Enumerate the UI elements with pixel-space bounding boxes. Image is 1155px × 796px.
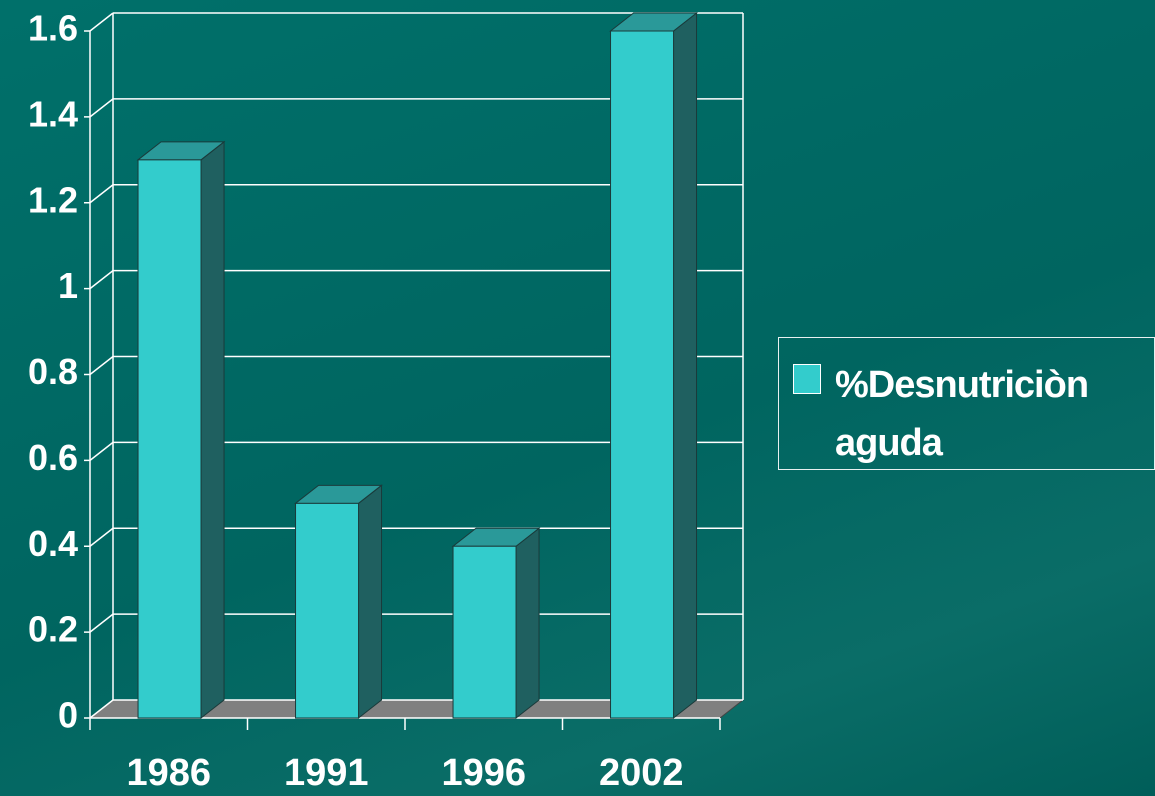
legend-swatch xyxy=(793,364,821,394)
side-grid-line xyxy=(89,613,114,633)
y-tick-label: 0.6 xyxy=(28,437,78,478)
y-tick-label: 1.2 xyxy=(28,179,78,220)
side-grid-line xyxy=(89,527,114,547)
y-tick-label: 0.2 xyxy=(28,609,78,650)
x-tick-label: 2002 xyxy=(599,752,684,794)
bar xyxy=(294,484,383,720)
y-tick-label: 1.6 xyxy=(28,8,78,49)
bar xyxy=(451,527,541,720)
legend-label: %Desnutriciòn aguda xyxy=(835,364,1089,464)
bar-side xyxy=(358,484,383,720)
bar-side xyxy=(200,140,225,720)
y-tick-label: 0.4 xyxy=(28,523,78,564)
side-grid-line xyxy=(89,270,114,290)
side-grid-line xyxy=(89,12,114,32)
side-grid-line xyxy=(89,699,114,719)
y-tick-label: 1 xyxy=(58,265,78,306)
bar-side xyxy=(673,11,698,720)
bar xyxy=(136,140,226,720)
bar-front xyxy=(610,30,675,719)
legend: %Desnutriciòn aguda xyxy=(778,337,1155,470)
x-tick-label: 1986 xyxy=(126,752,211,794)
x-tick-label: 1996 xyxy=(441,752,526,794)
bar xyxy=(609,11,698,720)
y-tick-label: 0.8 xyxy=(28,351,78,392)
y-tick-label: 1.4 xyxy=(28,93,78,134)
side-grid-line xyxy=(89,355,114,376)
bar-front xyxy=(295,502,360,719)
bar-front xyxy=(137,159,202,719)
bar-side xyxy=(515,527,540,720)
side-grid-line xyxy=(89,98,114,118)
x-tick-label: 1991 xyxy=(284,752,369,794)
side-grid-line xyxy=(89,184,114,204)
side-grid-line xyxy=(89,441,114,461)
y-tick-label: 0 xyxy=(58,695,78,736)
bar-front xyxy=(452,545,517,719)
